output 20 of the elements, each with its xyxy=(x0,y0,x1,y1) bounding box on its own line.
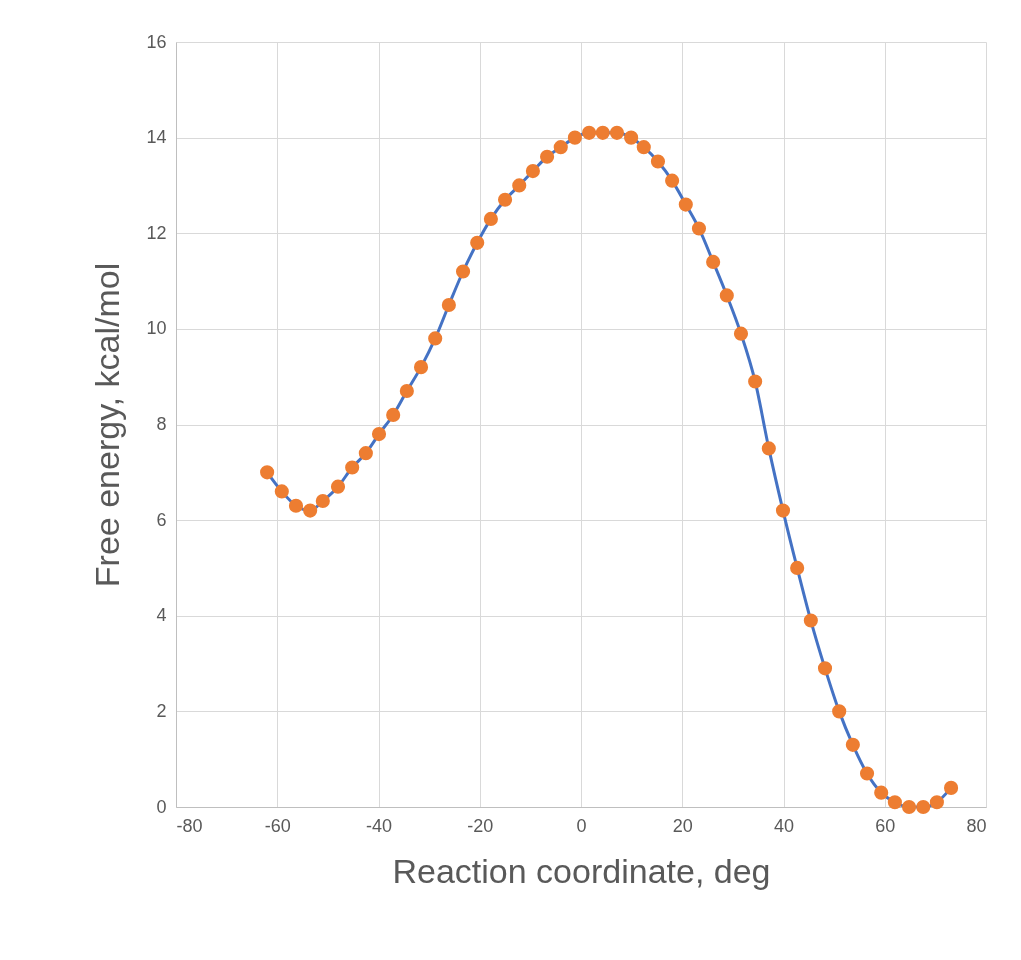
x-tick-label: 40 xyxy=(773,815,795,836)
x-tick-label: 80 xyxy=(966,815,987,836)
x-tick-label: 0 xyxy=(576,815,587,836)
x-tick-label: -60 xyxy=(264,815,291,836)
y-tick-label: 4 xyxy=(156,605,167,626)
y-tick-label: 12 xyxy=(146,222,167,243)
y-tick-label: 8 xyxy=(156,414,167,434)
x-tick-label: -80 xyxy=(176,815,203,836)
x-tick-label: -40 xyxy=(365,815,393,836)
y-axis-title: Free energy, kcal/mol xyxy=(88,262,127,588)
y-tick-label: 10 xyxy=(146,318,167,339)
x-axis-title: Reaction coordinate, deg xyxy=(392,851,771,890)
y-tick-label: 6 xyxy=(156,509,167,530)
x-tick-label: 60 xyxy=(875,815,896,836)
y-tick-label: 14 xyxy=(146,127,167,148)
y-tick-label: 0 xyxy=(156,796,167,817)
y-tick-label: 2 xyxy=(156,700,167,721)
x-tick-label: 20 xyxy=(672,815,693,836)
x-tick-label: -20 xyxy=(467,815,494,836)
y-tick-label: 16 xyxy=(146,31,167,52)
